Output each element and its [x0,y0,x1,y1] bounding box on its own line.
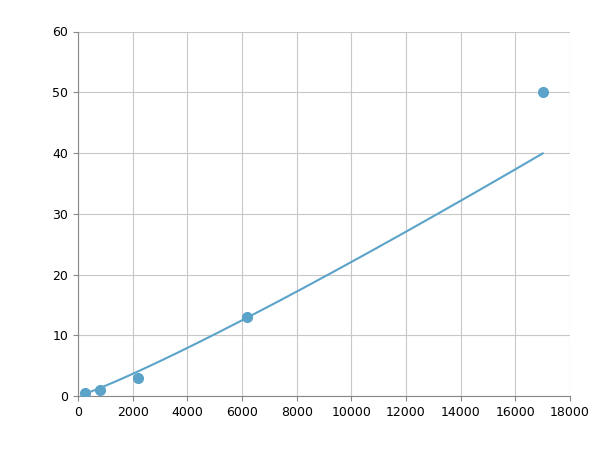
Point [242,313,252,320]
Point [133,374,143,382]
Point [80,389,89,396]
Point [95,386,104,393]
Point [538,89,547,96]
